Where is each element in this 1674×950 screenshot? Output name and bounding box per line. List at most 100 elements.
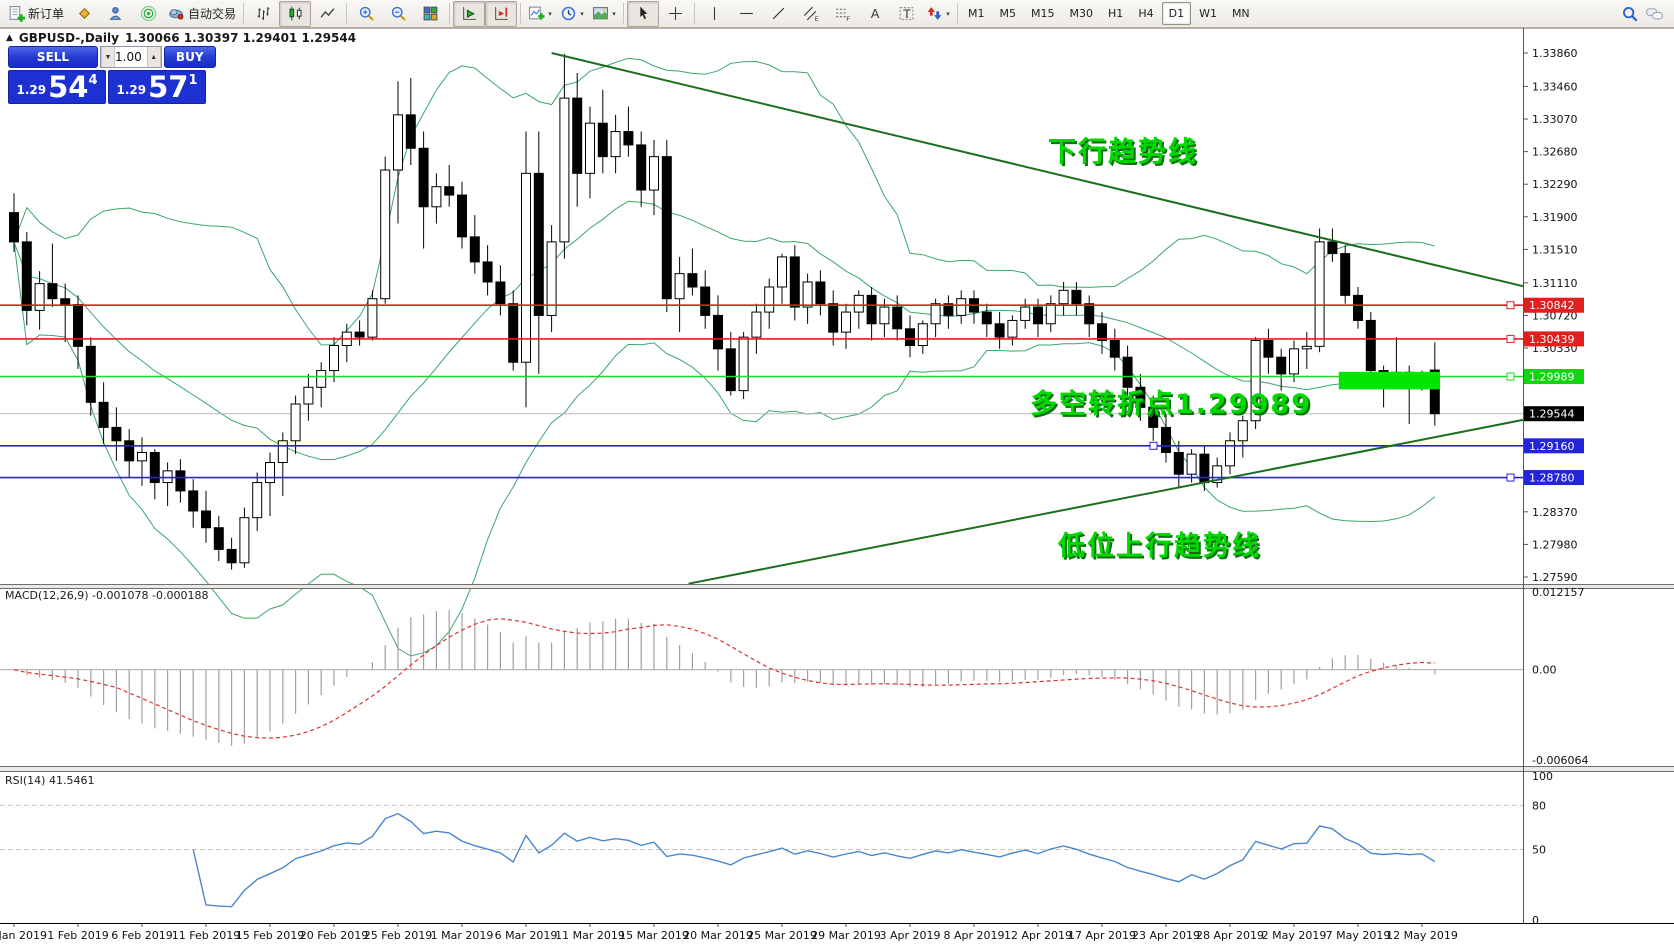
candle-body: [303, 386, 314, 405]
signals-button[interactable]: [132, 1, 164, 27]
auto-scroll-icon: [462, 7, 476, 20]
timeframe-W1[interactable]: W1: [1199, 7, 1217, 20]
trendlines[interactable]: [551, 52, 1524, 585]
candlestick-chart-button[interactable]: [279, 0, 312, 27]
buy-button[interactable]: BUY: [163, 46, 216, 68]
buy-price-display[interactable]: 1.29 57 1: [108, 70, 206, 104]
candle-body: [124, 440, 135, 462]
candle-body: [1135, 386, 1146, 408]
chat-icon[interactable]: [1645, 5, 1664, 23]
one-click-trading-panel: SELL ▼ 1.00 ▲ BUY 1.29 54 4 1.29 57 1: [8, 46, 216, 104]
buy-price-big: 57: [148, 70, 189, 104]
rsi-plot: [0, 804, 1523, 908]
timeframe-H1[interactable]: H1: [1108, 7, 1124, 20]
candle-body: [367, 298, 378, 338]
line-chart-icon: [320, 8, 334, 18]
price-axis[interactable]: 1.33860 1.33460 1.33070 1.32680 1.32290 1.319…: [1523, 28, 1588, 927]
current-price-box-label: 1.29544: [1529, 408, 1575, 421]
toolbar: 新订单 自动交易: [0, 0, 1674, 28]
candle-body: [431, 186, 442, 208]
candle-body: [521, 172, 531, 363]
horizontal-levels[interactable]: [0, 301, 1523, 482]
trendline-tool-button[interactable]: [762, 1, 794, 27]
volume-increase-button[interactable]: ▲: [146, 47, 161, 67]
candle-body: [1058, 289, 1069, 305]
date-tick: 29 Mar 2019: [811, 929, 881, 942]
candle-body: [34, 283, 45, 311]
candle-body: [687, 273, 698, 288]
timeframe-M5[interactable]: M5: [999, 7, 1017, 20]
volume-input[interactable]: 1.00: [115, 50, 142, 64]
candle-body: [649, 156, 659, 191]
crosshair-tool-button[interactable]: [659, 1, 691, 27]
text-tool-button[interactable]: A: [858, 1, 890, 27]
candle-body: [1122, 356, 1133, 388]
bar-chart-button[interactable]: [247, 1, 279, 27]
rsi-axis-tick: 0: [1532, 914, 1539, 927]
timeframe-H4[interactable]: H4: [1138, 7, 1154, 20]
sell-price-display[interactable]: 1.29 54 4: [8, 70, 106, 104]
data-window-icon: [109, 7, 121, 20]
chart-shift-button[interactable]: [485, 0, 518, 27]
macd-axis-tick: 0.00: [1532, 664, 1557, 677]
candle-body: [21, 241, 32, 311]
candle-body: [1263, 339, 1274, 358]
candle-body: [764, 286, 775, 313]
fibonacci-tool-button[interactable]: F: [826, 1, 858, 27]
fibonacci-icon: F: [835, 8, 850, 22]
search-icon[interactable]: [1621, 5, 1639, 23]
periods-button[interactable]: ▾: [556, 1, 588, 27]
sell-button[interactable]: SELL: [8, 46, 98, 68]
zoom-out-button[interactable]: [382, 1, 414, 27]
new-order-button[interactable]: 新订单: [4, 1, 68, 27]
data-window-button[interactable]: [100, 1, 132, 27]
cursor-tool-button[interactable]: [627, 0, 660, 27]
timeframe-M15[interactable]: M15: [1031, 7, 1055, 20]
horizontal-line-tool-button[interactable]: [730, 1, 762, 27]
templates-button[interactable]: ▾: [588, 1, 620, 27]
candle-body: [1161, 426, 1171, 453]
line-handle: [1506, 473, 1515, 482]
candle-body: [943, 303, 954, 316]
pivot-zone-rectangle[interactable]: [1338, 371, 1440, 390]
price-tick: 1.31900: [1532, 211, 1578, 224]
timeframe-D1[interactable]: D1: [1161, 2, 1192, 25]
volume-decrease-button[interactable]: ▼: [101, 47, 115, 67]
price-tick: 1.33860: [1532, 47, 1578, 60]
candle-body: [1020, 306, 1031, 321]
timeframe-MN[interactable]: MN: [1231, 7, 1250, 20]
autotrading-label: 自动交易: [188, 7, 237, 21]
autotrading-icon: [169, 9, 184, 20]
candle-body: [879, 306, 890, 325]
autotrading-button[interactable]: 自动交易: [164, 1, 240, 27]
indicators-button[interactable]: ▾: [524, 1, 556, 27]
candle-body: [1033, 306, 1043, 325]
auto-scroll-button[interactable]: [453, 0, 486, 27]
arrows-tool-button[interactable]: ▾: [922, 1, 954, 27]
macd-axis-tick: 0.012157: [1532, 586, 1585, 599]
candle-body: [1097, 323, 1107, 341]
templates-icon: [593, 7, 609, 20]
timeframe-M1[interactable]: M1: [968, 7, 985, 20]
date-tick: 25 Feb 2019: [364, 929, 432, 942]
chevron-down-icon: ▾: [612, 9, 616, 18]
text-label-tool-button[interactable]: T: [890, 1, 922, 27]
candle-body: [533, 172, 544, 316]
pane-separators[interactable]: [0, 584, 1674, 772]
zoom-in-button[interactable]: [350, 1, 382, 27]
candle-body: [9, 212, 19, 243]
candle-body: [777, 256, 787, 288]
tile-windows-button[interactable]: [414, 1, 446, 27]
timeframe-M30[interactable]: M30: [1069, 7, 1094, 20]
vertical-line-tool-button[interactable]: [698, 1, 730, 27]
candle-body: [457, 194, 467, 238]
down-trendline: [551, 52, 1524, 288]
candle-body: [866, 294, 877, 325]
level-price-box-label: 1.30439: [1529, 333, 1575, 346]
market-watch-button[interactable]: [68, 1, 100, 27]
collapse-icon[interactable]: ▲: [6, 33, 13, 43]
line-chart-button[interactable]: [311, 1, 343, 27]
channel-tool-button[interactable]: E: [794, 1, 826, 27]
indicators-icon: [529, 6, 545, 20]
